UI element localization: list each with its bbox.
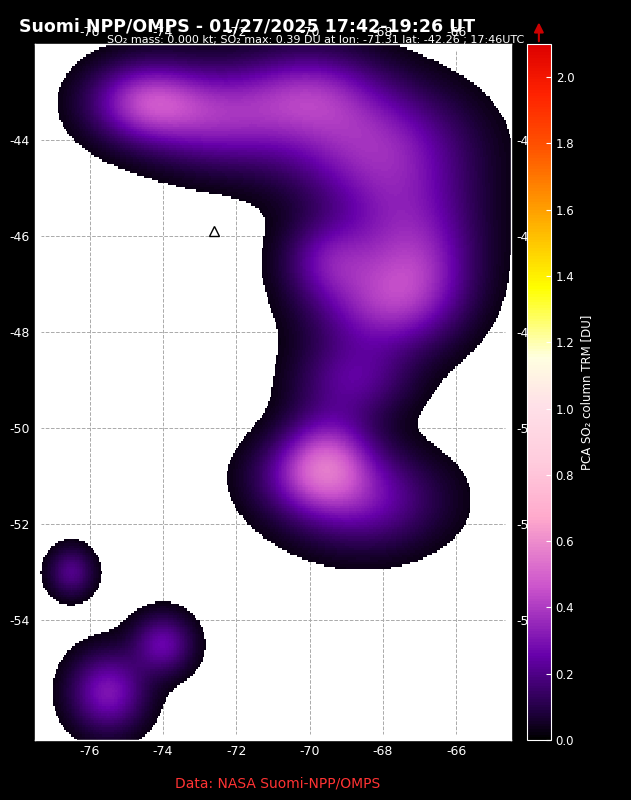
Text: SO₂ mass: 0.000 kt; SO₂ max: 0.39 DU at lon: -71.31 lat: -42.26 ; 17:46UTC: SO₂ mass: 0.000 kt; SO₂ max: 0.39 DU at … [107, 35, 524, 45]
Text: Suomi NPP/OMPS - 01/27/2025 17:42-19:26 UT: Suomi NPP/OMPS - 01/27/2025 17:42-19:26 … [19, 18, 475, 35]
Y-axis label: PCA SO₂ column TRM [DU]: PCA SO₂ column TRM [DU] [580, 314, 593, 470]
Text: Data: NASA Suomi-NPP/OMPS: Data: NASA Suomi-NPP/OMPS [175, 776, 380, 790]
